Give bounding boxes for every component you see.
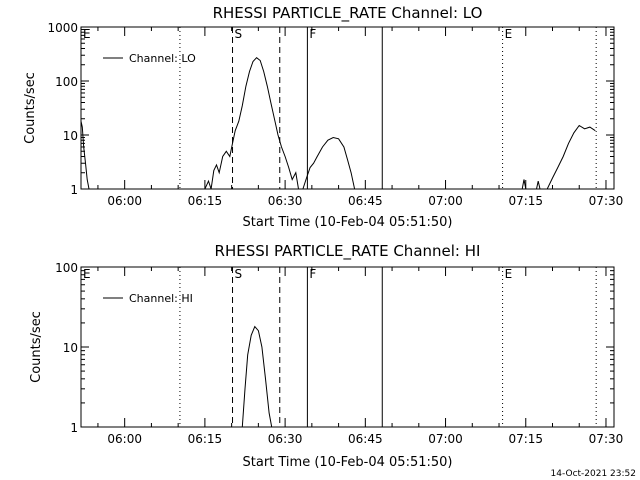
x-tick-label: 06:00 xyxy=(107,432,142,446)
y-tick-label: 1 xyxy=(70,421,78,435)
x-axis-label: Start Time (10-Feb-04 05:51:50) xyxy=(243,215,453,230)
x-tick-label: 06:15 xyxy=(188,432,223,446)
event-marker-label: E xyxy=(83,267,91,281)
x-tick-label: 06:45 xyxy=(348,432,383,446)
x-tick-label: 06:15 xyxy=(188,194,223,208)
y-axis-label: Counts/sec xyxy=(23,72,38,144)
event-marker-label: S xyxy=(235,267,243,281)
series-line xyxy=(204,57,299,189)
y-axis-label: Counts/sec xyxy=(29,311,44,383)
chart-title: RHESSI PARTICLE_RATE Channel: LO xyxy=(213,4,483,23)
x-tick-label: 07:30 xyxy=(589,432,624,446)
series-line xyxy=(241,325,273,427)
x-tick-label: 07:00 xyxy=(428,194,463,208)
series-line xyxy=(81,121,90,189)
y-tick-label: 1 xyxy=(70,183,78,197)
y-tick-label: 10 xyxy=(63,129,78,143)
legend-label: Channel: HI xyxy=(129,292,193,305)
x-tick-label: 07:30 xyxy=(589,194,624,208)
y-tick-label: 100 xyxy=(55,261,78,275)
x-axis-label: Start Time (10-Feb-04 05:51:50) xyxy=(243,455,453,470)
chart-title: RHESSI PARTICLE_RATE Channel: HI xyxy=(215,242,481,261)
event-marker-label: S xyxy=(235,27,243,41)
x-tick-label: 07:00 xyxy=(428,432,463,446)
series-line xyxy=(536,180,541,189)
series-line xyxy=(302,136,356,189)
plot-frame xyxy=(80,266,615,428)
event-marker-label: F xyxy=(309,267,316,281)
footer-timestamp: 14-Oct-2021 23:52 xyxy=(551,469,636,479)
x-tick-label: 06:30 xyxy=(268,194,303,208)
panel-lo: RHESSI PARTICLE_RATE Channel: LO E S F E 1 10 1… xyxy=(23,4,623,230)
event-marker-label: F xyxy=(309,27,316,41)
y-tick-label: 1000 xyxy=(47,21,78,35)
x-tick-label: 06:45 xyxy=(348,194,383,208)
y-tick-label: 10 xyxy=(63,341,78,355)
plot-frame xyxy=(80,26,615,190)
x-tick-label: 06:30 xyxy=(268,432,303,446)
event-marker-label: E xyxy=(83,27,91,41)
x-tick-label: 06:00 xyxy=(107,194,142,208)
series-line xyxy=(546,124,596,189)
series-line xyxy=(521,179,527,189)
panel-hi: RHESSI PARTICLE_RATE Channel: HI E S F E 1 10 1… xyxy=(29,242,623,470)
x-tick-label: 07:15 xyxy=(508,432,543,446)
y-tick-label: 100 xyxy=(55,75,78,89)
legend-label: Channel: LO xyxy=(129,52,196,65)
x-tick-label: 07:15 xyxy=(508,194,543,208)
event-marker-label: E xyxy=(505,267,513,281)
event-marker-label: E xyxy=(505,27,513,41)
